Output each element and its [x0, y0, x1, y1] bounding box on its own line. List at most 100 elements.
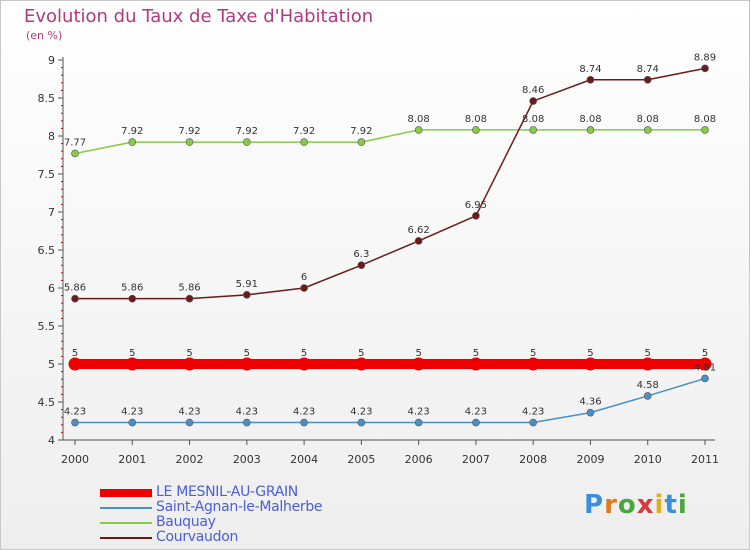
data-point [243, 418, 251, 427]
data-point [357, 261, 366, 270]
y-tick-label: 8.5 [38, 92, 56, 105]
legend: LE MESNIL-AU-GRAIN Saint-Agnan-le-Malherb… [100, 484, 400, 545]
data-point [586, 75, 595, 84]
y-tick-label: 4 [48, 434, 55, 447]
data-label: 8.08 [465, 114, 487, 125]
data-label: 8.46 [522, 85, 544, 96]
data-point [125, 357, 139, 371]
y-tick-label: 5 [48, 358, 55, 371]
legend-item: Courvaudon [100, 529, 400, 545]
data-label: 5 [530, 348, 536, 359]
data-point [71, 149, 79, 158]
data-label: 5 [415, 348, 421, 359]
data-point [472, 126, 480, 134]
data-point [529, 418, 537, 427]
data-label: 5 [244, 348, 250, 359]
data-point [641, 357, 655, 371]
data-label: 7.92 [293, 126, 315, 137]
x-tick-label: 2011 [691, 453, 719, 466]
x-tick-label: 2003 [233, 453, 261, 466]
data-label: 8.08 [579, 114, 601, 125]
data-point [526, 357, 540, 371]
data-point [183, 357, 197, 371]
series-line-1 [75, 377, 706, 424]
y-tick-label: 6.5 [38, 244, 56, 257]
y-tick-label: 8 [48, 130, 55, 143]
data-label: 4.23 [121, 407, 143, 418]
data-label: 7.92 [236, 126, 258, 137]
y-tick-label: 7.5 [38, 168, 56, 181]
legend-item: Saint-Agnan-le-Malherbe [100, 499, 400, 515]
y-tick-label: 4.5 [38, 396, 56, 409]
data-point [586, 408, 595, 417]
data-point [300, 418, 308, 427]
legend-swatch [100, 522, 152, 524]
data-point [128, 138, 137, 146]
data-label: 5 [702, 348, 708, 359]
y-tick-label: 5.5 [38, 320, 56, 333]
data-point [71, 294, 79, 303]
data-label: 6.95 [465, 200, 487, 211]
data-point [586, 126, 595, 134]
legend-label: Saint-Agnan-le-Malherbe [156, 499, 323, 515]
data-label: 6.3 [353, 249, 369, 260]
data-label: 5.86 [178, 283, 200, 294]
chart-title: Evolution du Taux de Taxe d'Habitation [24, 6, 374, 27]
x-tick-label: 2007 [462, 453, 490, 466]
data-label: 7.77 [64, 137, 86, 148]
legend-item: Bauquay [100, 514, 400, 530]
x-tick-label: 2001 [118, 453, 146, 466]
data-point [643, 126, 652, 134]
data-point [529, 97, 537, 105]
data-point [701, 374, 709, 383]
x-tick-label: 2004 [290, 453, 318, 466]
x-tick-label: 2008 [519, 453, 547, 466]
data-label: 8.89 [694, 52, 716, 63]
data-label: 8.74 [579, 64, 601, 75]
data-point [243, 138, 251, 146]
data-point [243, 291, 251, 299]
legend-item: LE MESNIL-AU-GRAIN [100, 484, 400, 500]
data-point [300, 138, 308, 146]
data-point [357, 418, 366, 427]
data-point [68, 357, 82, 371]
data-label: 4.58 [637, 380, 659, 391]
data-point [185, 418, 194, 427]
data-label: 8.74 [637, 64, 659, 75]
data-label: 5.86 [64, 283, 86, 294]
data-point [354, 357, 368, 371]
data-label: 5 [645, 348, 651, 359]
data-label: 7.92 [121, 126, 143, 137]
data-point [472, 418, 480, 427]
data-label: 8.08 [522, 114, 544, 125]
data-point [583, 357, 597, 371]
data-point [414, 237, 423, 245]
data-point [357, 138, 366, 146]
data-point [412, 357, 426, 371]
legend-label: Courvaudon [156, 529, 239, 545]
data-point [643, 392, 652, 400]
data-label: 5 [186, 348, 192, 359]
series-line-3 [75, 67, 706, 300]
data-point [297, 357, 311, 371]
data-label: 5 [129, 348, 135, 359]
data-label: 4.23 [293, 407, 315, 418]
y-tick-label: 9 [48, 54, 55, 67]
x-tick-label: 2000 [61, 453, 89, 466]
data-point [128, 418, 137, 427]
data-label: 4.23 [178, 407, 200, 418]
data-label: 5.86 [121, 283, 143, 294]
data-point [701, 64, 709, 73]
data-label: 4.81 [694, 362, 716, 373]
data-point [185, 294, 194, 303]
data-label: 5 [587, 348, 593, 359]
data-point [128, 294, 137, 303]
legend-label: LE MESNIL-AU-GRAIN [156, 484, 298, 500]
data-label: 6.62 [408, 225, 430, 236]
data-label: 4.23 [522, 407, 544, 418]
y-tick-label: 7 [48, 206, 55, 219]
x-tick-label: 2006 [405, 453, 433, 466]
x-tick-label: 2002 [176, 453, 204, 466]
data-point [414, 418, 423, 427]
